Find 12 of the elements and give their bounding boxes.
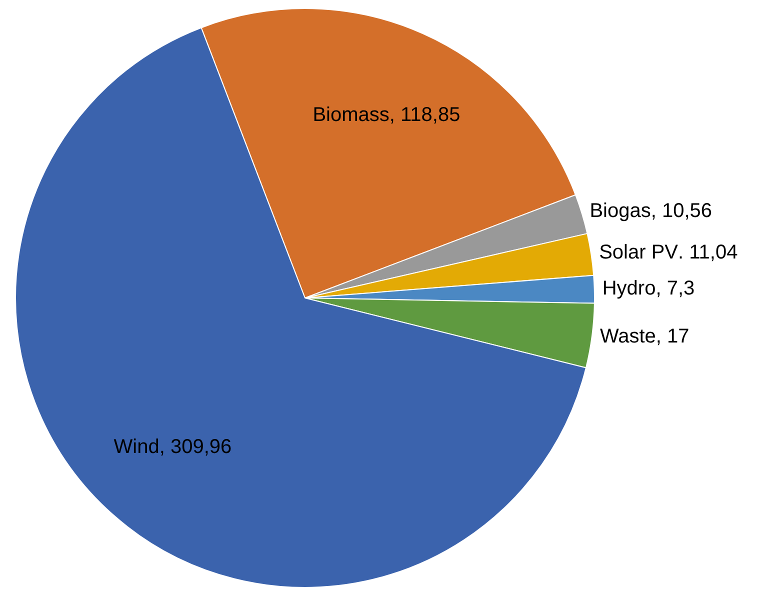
slice-label: Wind (114, 436, 160, 458)
data-label: , 309,96 (159, 436, 232, 458)
slice-label: Solar PV (599, 242, 679, 264)
slice-label: Biomass (312, 104, 390, 126)
data-label: . 11,04 (678, 242, 738, 264)
slice-label: Waste (600, 325, 656, 348)
data-label: , 17 (656, 325, 690, 348)
data-label: , 10,56 (650, 200, 712, 222)
slice-label: Hydro (602, 278, 656, 300)
data-label: , 118,85 (389, 104, 460, 126)
data-label: , 7,3 (656, 278, 695, 300)
slice-label: Biogas (590, 200, 651, 222)
